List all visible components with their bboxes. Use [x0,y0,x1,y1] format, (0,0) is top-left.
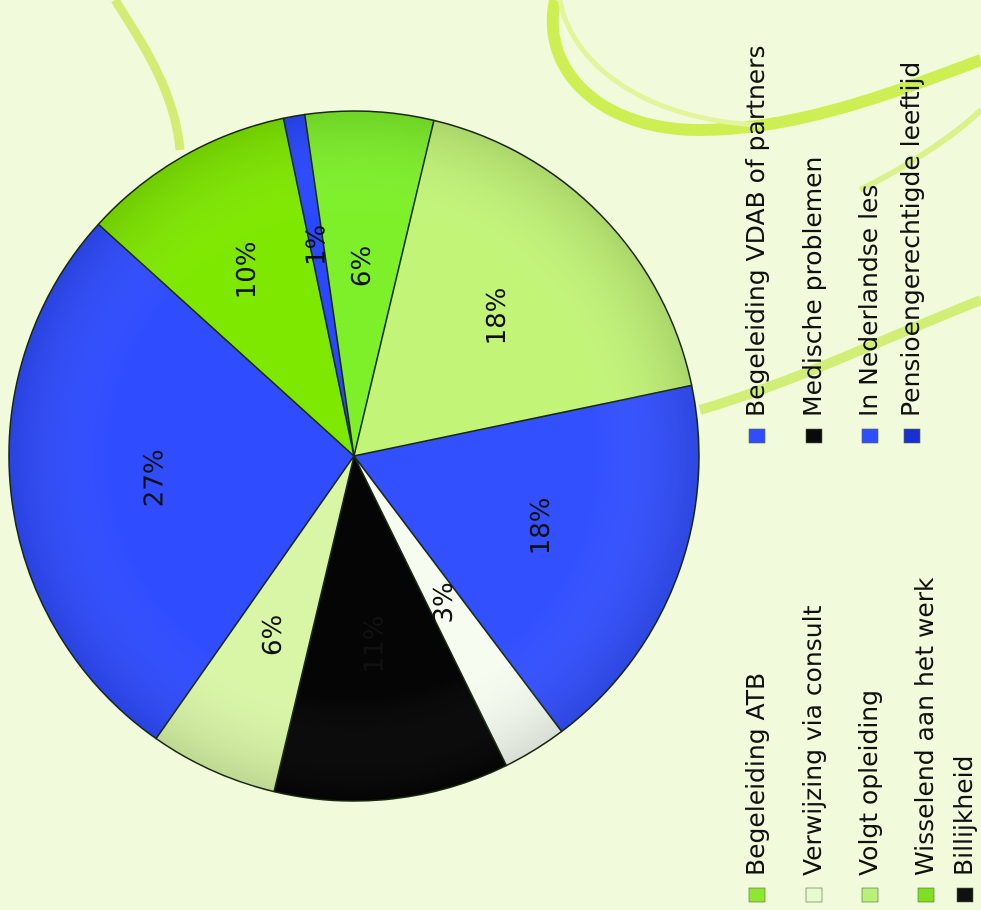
legend-item: Billijkheid [949,756,978,903]
legend-swatch [903,428,921,444]
slice-label: 6% [258,615,288,656]
slice-label: 27% [140,449,170,507]
legend-swatch [805,887,823,903]
legend-item: Begeleiding VDAB of partners [741,46,770,444]
legend-swatch [748,887,766,903]
legend-label: Volgt opleiding [854,690,883,876]
legend-label: In Nederlandse les [854,185,883,417]
pie-shading [9,111,699,801]
legend-label: Wisselend aan het werk [910,577,939,876]
legend-item: Begeleiding ATB [741,673,770,903]
legend-label: Medische problemen [798,157,827,417]
legend-item: In Nederlandse les [854,185,883,444]
legend-swatch [917,887,935,903]
legend-label: Billijkheid [949,756,978,876]
legend-item: Verwijzing via consult [798,605,827,903]
slice-label: 18% [482,288,512,346]
legend-swatch [956,887,974,903]
slice-label: 11% [360,616,390,674]
legend-item: Pensioengerechtigde leeftijd [896,62,925,444]
legend-label: Begeleiding ATB [741,673,770,876]
legend-swatch [805,428,823,444]
slice-label: 6% [347,246,377,287]
legend: Begeleiding ATB Verwijzing via consult Vol… [741,46,978,903]
legend-swatch [861,887,879,903]
slice-label: 10% [232,241,262,299]
legend-label: Begeleiding VDAB of partners [741,46,770,417]
legend-label: Verwijzing via consult [798,605,827,876]
legend-item: Wisselend aan het werk [910,577,939,903]
slice-labels: 27% 10% 1% 6% 18% 18% 3% 11% 6% [140,225,556,674]
legend-item: Volgt opleiding [854,690,883,903]
legend-swatch [861,428,879,444]
legend-item: Medische problemen [798,157,827,444]
slice-label: 18% [526,498,556,556]
slice-label: 3% [429,582,459,623]
slice-label: 1% [301,225,331,266]
legend-swatch [748,428,766,444]
legend-label: Pensioengerechtigde leeftijd [896,62,925,417]
